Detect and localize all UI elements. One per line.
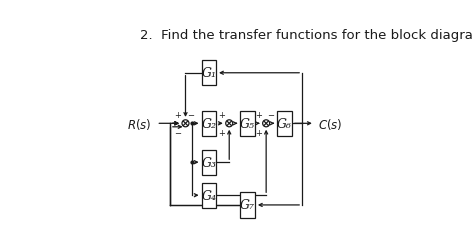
Text: +: + xyxy=(218,128,225,137)
Circle shape xyxy=(226,120,233,127)
Text: G₄: G₄ xyxy=(201,189,216,202)
Bar xyxy=(201,183,216,208)
Bar xyxy=(201,150,216,175)
Bar xyxy=(277,111,292,136)
Bar xyxy=(240,111,255,136)
Text: G₆: G₆ xyxy=(277,117,292,130)
Text: $C(s)$: $C(s)$ xyxy=(318,116,342,131)
Text: G₁: G₁ xyxy=(201,67,216,80)
Circle shape xyxy=(263,120,270,127)
Text: G₅: G₅ xyxy=(240,117,255,130)
Bar xyxy=(201,61,216,86)
Text: +: + xyxy=(255,110,262,119)
Bar xyxy=(201,111,216,136)
Text: 2.  Find the transfer functions for the block diagrams shown below.: 2. Find the transfer functions for the b… xyxy=(140,29,474,42)
Text: −: − xyxy=(187,110,194,119)
Text: −: − xyxy=(267,110,274,119)
Text: +: + xyxy=(255,128,262,137)
Text: +: + xyxy=(218,110,225,119)
Text: −: − xyxy=(174,128,181,137)
Text: $R(s)$: $R(s)$ xyxy=(127,116,152,131)
Text: G₂: G₂ xyxy=(201,117,216,130)
Text: G₃: G₃ xyxy=(201,156,216,169)
Circle shape xyxy=(182,120,189,127)
Text: G₇: G₇ xyxy=(240,198,255,211)
Bar xyxy=(240,192,255,218)
Text: +: + xyxy=(174,110,181,119)
